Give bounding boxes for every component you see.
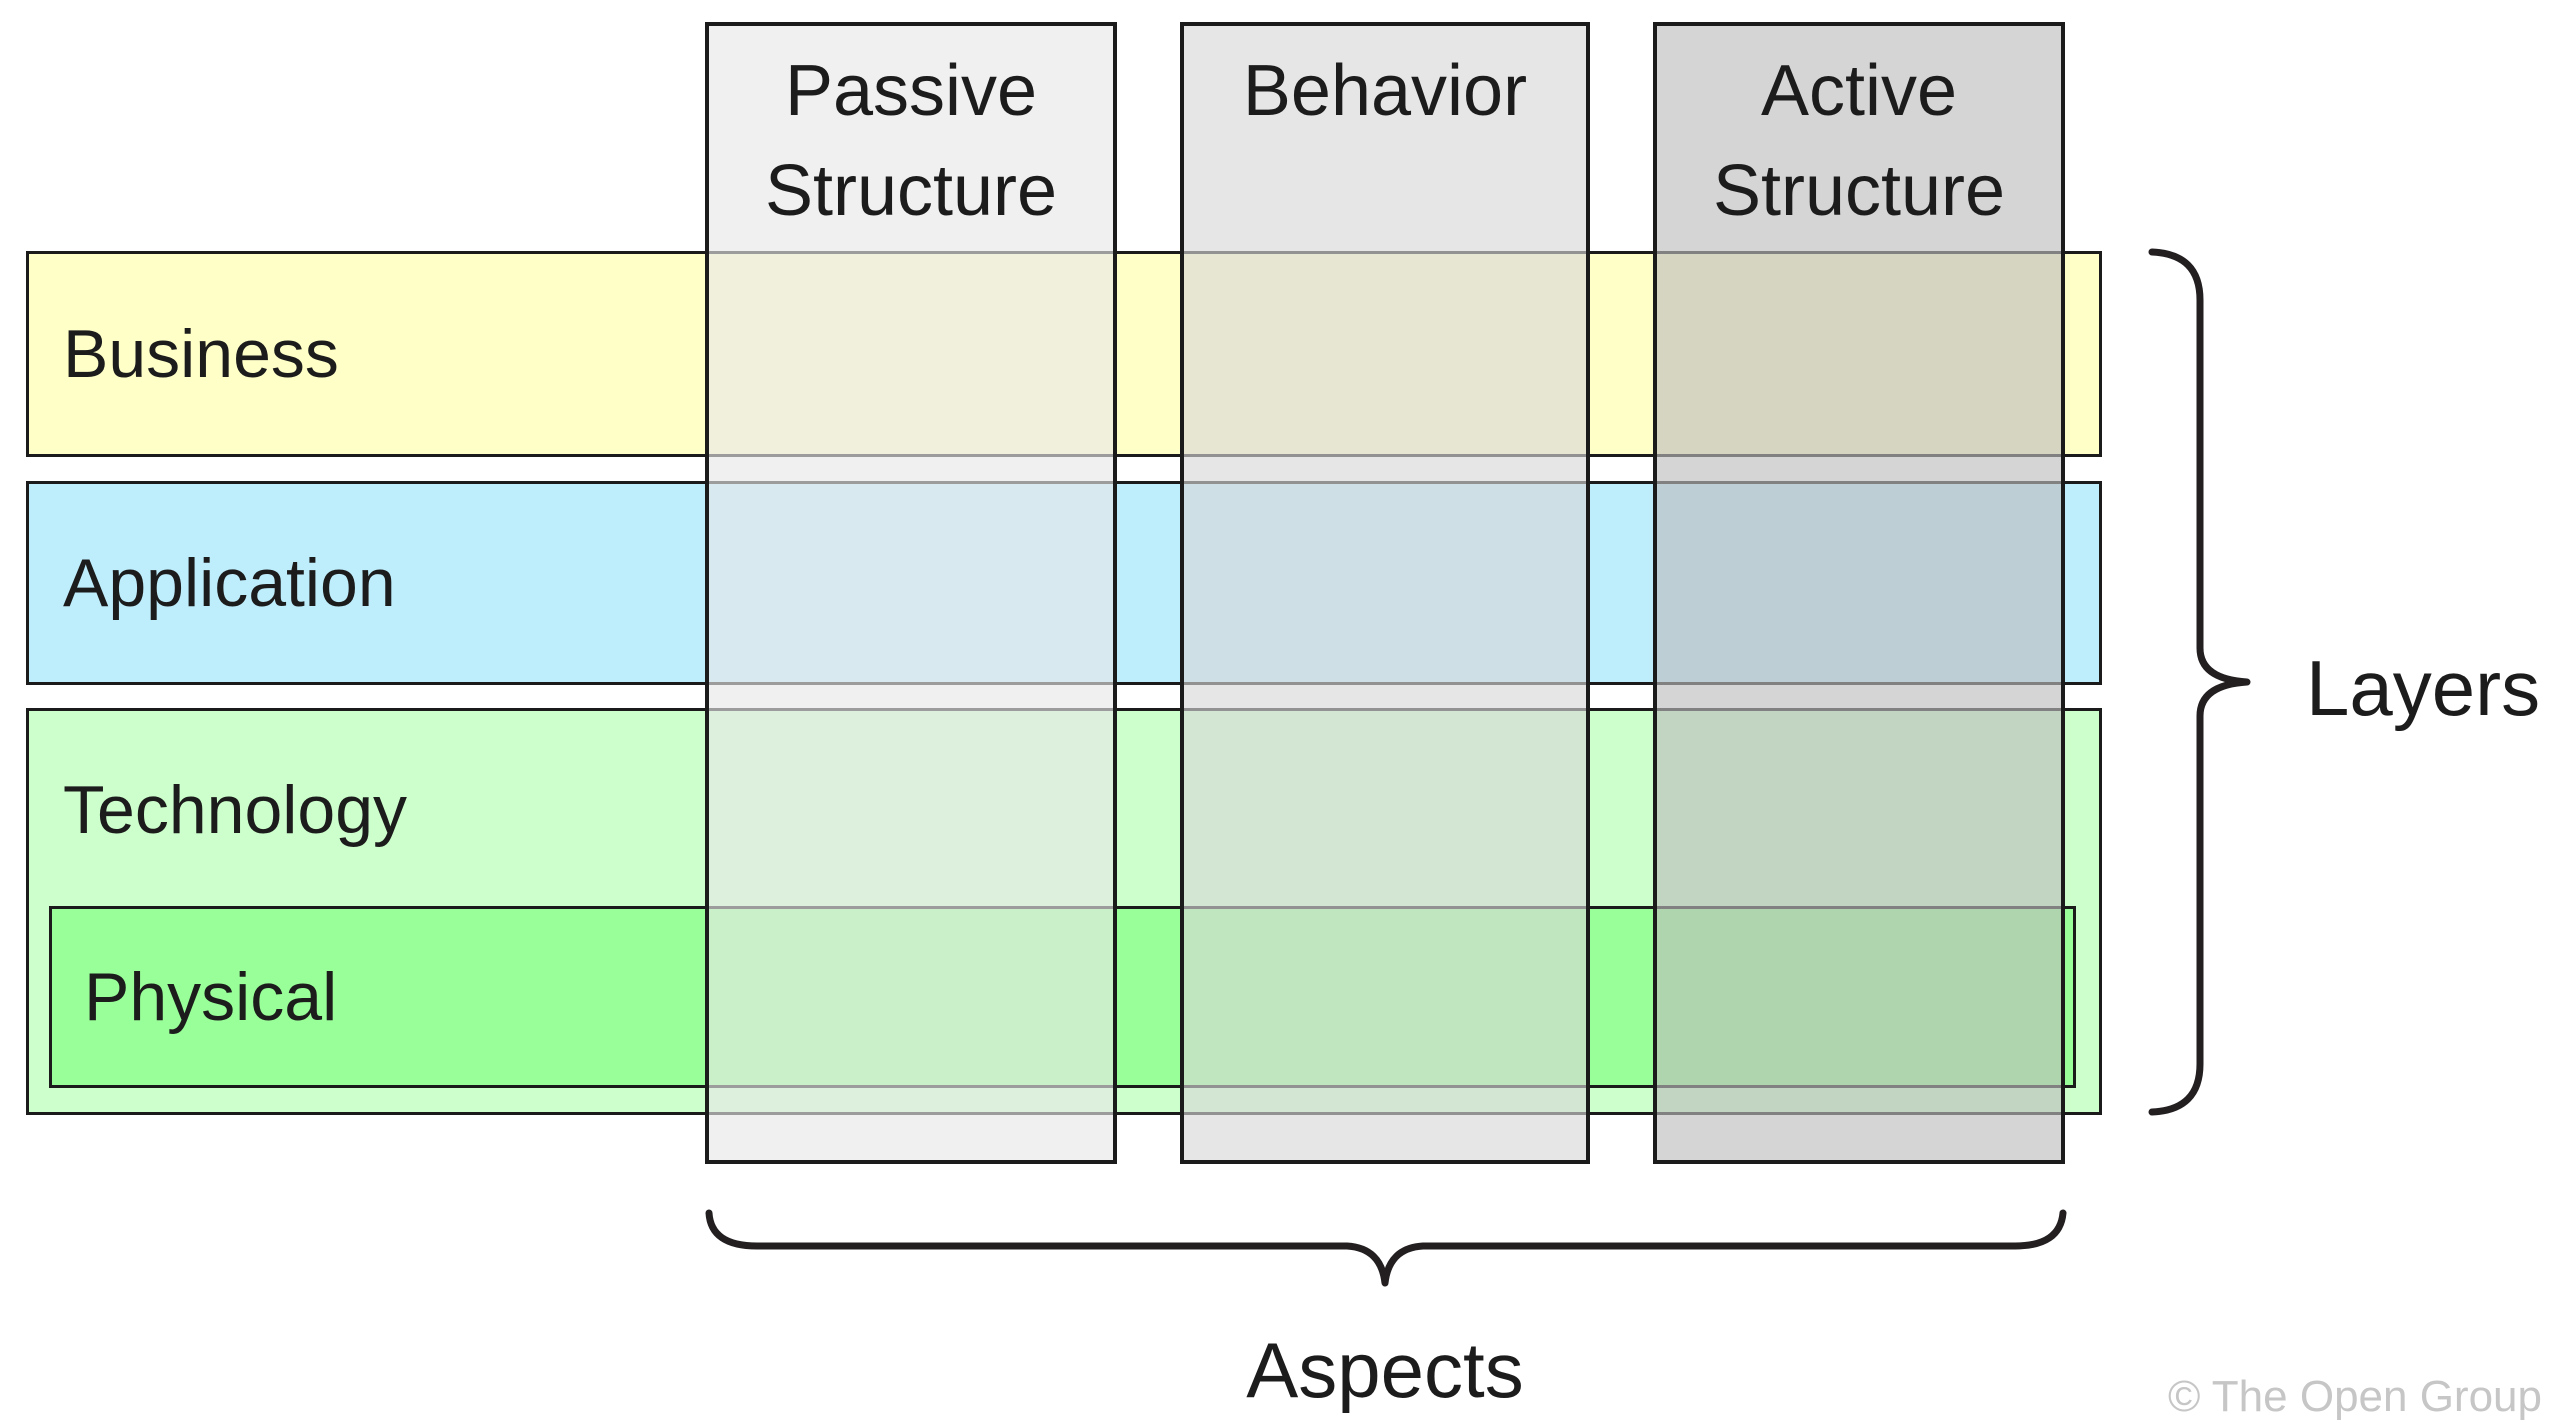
aspect-column-behavior: Behavior	[1180, 22, 1590, 1164]
aspect-label-line: Active	[1760, 51, 1958, 131]
aspect-header-behavior: Behavior	[1184, 26, 1586, 254]
layer-label-technology: Technology	[63, 772, 408, 848]
layers-group-label: Layers	[2306, 644, 2541, 732]
technology-label-zone: Technology	[29, 711, 2099, 909]
layer-label-application: Application	[63, 545, 396, 621]
copyright-text: © The Open Group	[2167, 1372, 2542, 1420]
aspect-header-passive-structure: Passive Structure	[709, 26, 1113, 254]
aspect-column-passive-structure: Passive Structure	[705, 22, 1117, 1164]
layer-label-business: Business	[63, 316, 339, 392]
aspect-column-active-structure: Active Structure	[1653, 22, 2065, 1164]
aspects-group-label: Aspects	[1246, 1326, 1524, 1414]
aspect-label-line: Structure	[1712, 151, 2006, 231]
layers-brace-icon	[2148, 248, 2251, 1116]
layer-label-physical: Physical	[84, 959, 338, 1035]
aspect-label-line: Passive	[784, 51, 1038, 131]
aspect-header-active-structure: Active Structure	[1657, 26, 2061, 254]
aspects-brace-icon	[705, 1209, 2067, 1287]
aspect-label-line: Behavior	[1242, 51, 1528, 131]
aspect-label-line: Structure	[764, 151, 1058, 231]
